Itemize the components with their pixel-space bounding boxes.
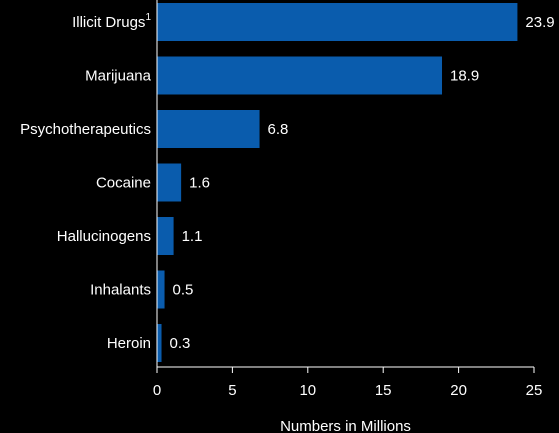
- value-label: 0.3: [170, 335, 191, 352]
- x-axis-ticks-group: 0 5 10 15 20 25: [153, 367, 543, 399]
- bar-illicit-drugs: [157, 3, 518, 41]
- value-label: 0.5: [173, 282, 194, 299]
- value-label: 23.9: [525, 14, 554, 31]
- bars-group: [157, 3, 518, 362]
- category-label: Heroin: [107, 335, 151, 352]
- x-tick-label: 25: [526, 382, 543, 399]
- value-labels-group: 23.9 18.9 6.8 1.6 1.1 0.5 0.3: [170, 14, 555, 352]
- x-tick-label: 10: [299, 382, 316, 399]
- category-label: Hallucinogens: [57, 228, 151, 245]
- category-label: Marijuana: [85, 68, 152, 85]
- bar-cocaine: [157, 163, 182, 202]
- bar-psychotherapeutics: [157, 110, 260, 148]
- bar-hallucinogens: [157, 217, 174, 255]
- value-label: 6.8: [268, 121, 289, 138]
- bar-heroin: [157, 324, 162, 362]
- x-axis: [156, 0, 534, 368]
- x-tick-label: 20: [450, 382, 467, 399]
- category-label: Psychotherapeutics: [20, 121, 151, 138]
- category-label: Illicit Drugs1: [72, 12, 151, 31]
- x-axis-title: Numbers in Millions: [280, 418, 411, 433]
- x-tick-label: 15: [375, 382, 392, 399]
- bar-inhalants: [157, 270, 165, 309]
- value-label: 1.6: [189, 175, 210, 192]
- value-label: 18.9: [450, 68, 479, 85]
- bar-marijuana: [157, 56, 443, 95]
- x-tick-label: 0: [153, 382, 161, 399]
- category-label: Inhalants: [90, 282, 151, 299]
- value-label: 1.1: [182, 228, 203, 245]
- category-label: Cocaine: [96, 175, 151, 192]
- category-labels-group: Illicit Drugs1 Marijuana Psychotherapeutic…: [20, 12, 152, 352]
- x-tick-label: 5: [228, 382, 236, 399]
